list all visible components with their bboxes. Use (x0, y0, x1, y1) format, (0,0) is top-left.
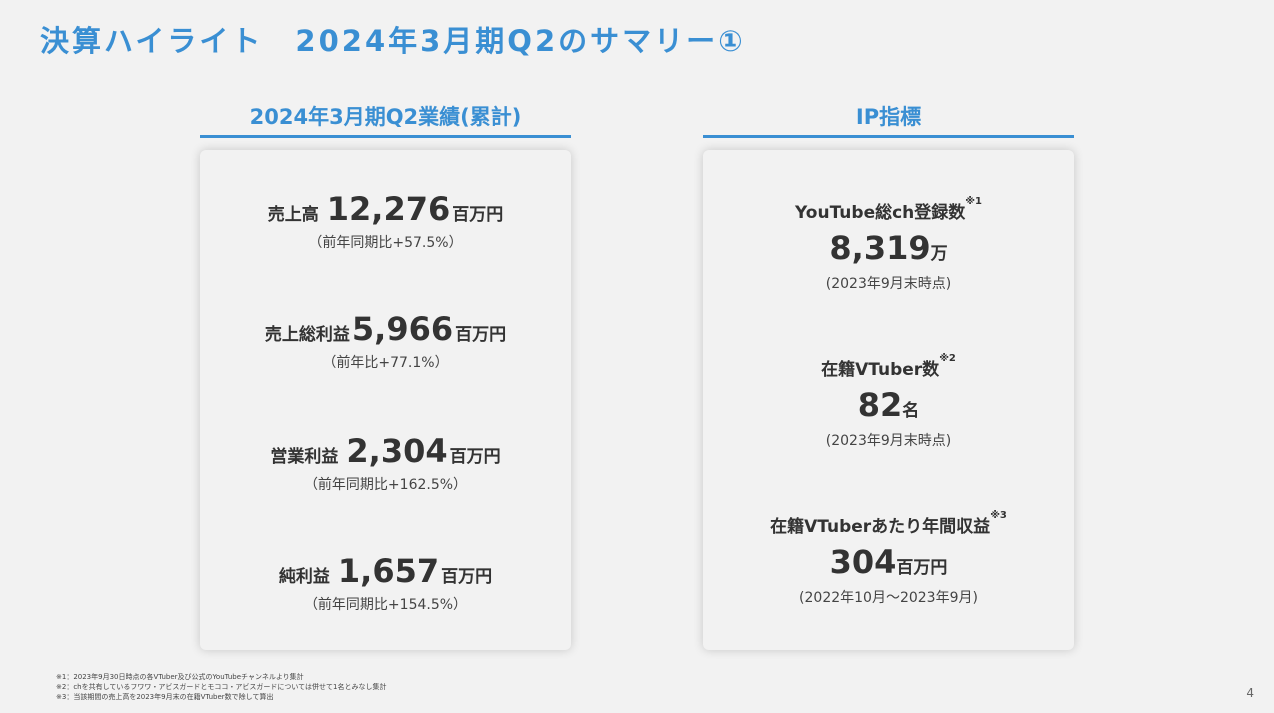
ip-metric-period: (2023年9月末時点) (825, 433, 952, 449)
left-panel-heading: 2024年3月期Q2業績(累計) (200, 100, 571, 138)
footnote-marker: ※2 (939, 353, 956, 364)
metric-comparison: （前年同期比+57.5%） (308, 235, 463, 251)
ip-metric-unit: 名 (902, 401, 920, 421)
metric-label: 売上総利益 (264, 325, 350, 345)
ip-metric-label: 在籍VTuber数 (821, 360, 940, 380)
metric-unit: 百万円 (441, 567, 493, 587)
metric-unit: 百万円 (455, 325, 507, 345)
metric-value: 5,966 (351, 310, 454, 348)
ip-metric-label: YouTube総ch登録数 (795, 203, 966, 223)
footnote-3: ※3：当該期間の売上高を2023年9月末の在籍VTuber数で除して算出 (56, 693, 274, 701)
page-number: 4 (1246, 686, 1254, 700)
footnote-marker: ※3 (990, 510, 1007, 521)
ip-metric-subscribers: YouTube総ch登録数※1 8,319万 (2023年9月末時点) (703, 196, 1074, 293)
ip-metric-value: 304 (829, 543, 897, 581)
metric-operating-profit: 営業利益 2,304 百万円 （前年同期比+162.5%） (200, 432, 571, 494)
metric-value: 2,304 (346, 432, 448, 470)
ip-metric-unit: 万 (930, 244, 948, 264)
metric-label: 売上高 (267, 205, 319, 225)
page-title: 決算ハイライト 2024年3月期Q2のサマリー① (40, 24, 746, 58)
footnotes: ※1：2023年9月30日時点の各VTuber及び公式のYouTubeチャンネル… (56, 672, 387, 702)
metric-revenue: 売上高 12,276 百万円 （前年同期比+57.5%） (200, 190, 571, 252)
metric-label: 営業利益 (270, 447, 339, 467)
ip-metric-value: 82 (857, 386, 903, 424)
ip-metrics-card: YouTube総ch登録数※1 8,319万 (2023年9月末時点) 在籍VT… (703, 150, 1074, 650)
ip-metric-revenue-per-vtuber: 在籍VTuberあたり年間収益※3 304百万円 (2022年10月～2023年… (703, 510, 1074, 607)
metric-value: 12,276 (326, 190, 451, 228)
footnote-1: ※1：2023年9月30日時点の各VTuber及び公式のYouTubeチャンネル… (56, 673, 304, 681)
metric-gross-profit: 売上総利益5,966 百万円 （前年比+77.1%） (200, 310, 571, 372)
metric-net-profit: 純利益 1,657 百万円 （前年同期比+154.5%） (200, 552, 571, 614)
ip-metric-vtuber-count: 在籍VTuber数※2 82名 (2023年9月末時点) (703, 353, 1074, 450)
ip-metric-unit: 百万円 (896, 558, 948, 578)
right-panel-heading: IP指標 (703, 100, 1074, 138)
footnote-marker: ※1 (965, 196, 982, 207)
ip-metric-label: 在籍VTuberあたり年間収益 (770, 517, 991, 537)
footnote-2: ※2：chを共有しているフワワ・アビスガードとモココ・アビスガードについては併せ… (56, 683, 387, 691)
metric-unit: 百万円 (449, 447, 501, 467)
metric-comparison: （前年比+77.1%） (322, 355, 449, 371)
metric-comparison: （前年同期比+154.5%） (303, 597, 468, 613)
ip-metric-period: (2022年10月～2023年9月) (799, 590, 978, 606)
metric-value: 1,657 (337, 552, 440, 590)
metric-label: 純利益 (278, 567, 330, 587)
metric-unit: 百万円 (452, 205, 504, 225)
ip-metric-value: 8,319 (829, 229, 931, 267)
left-metrics-card: 売上高 12,276 百万円 （前年同期比+57.5%） 売上総利益5,966 百万円… (200, 150, 571, 650)
metric-comparison: （前年同期比+162.5%） (303, 477, 468, 493)
ip-metric-period: (2023年9月末時点) (825, 276, 952, 292)
